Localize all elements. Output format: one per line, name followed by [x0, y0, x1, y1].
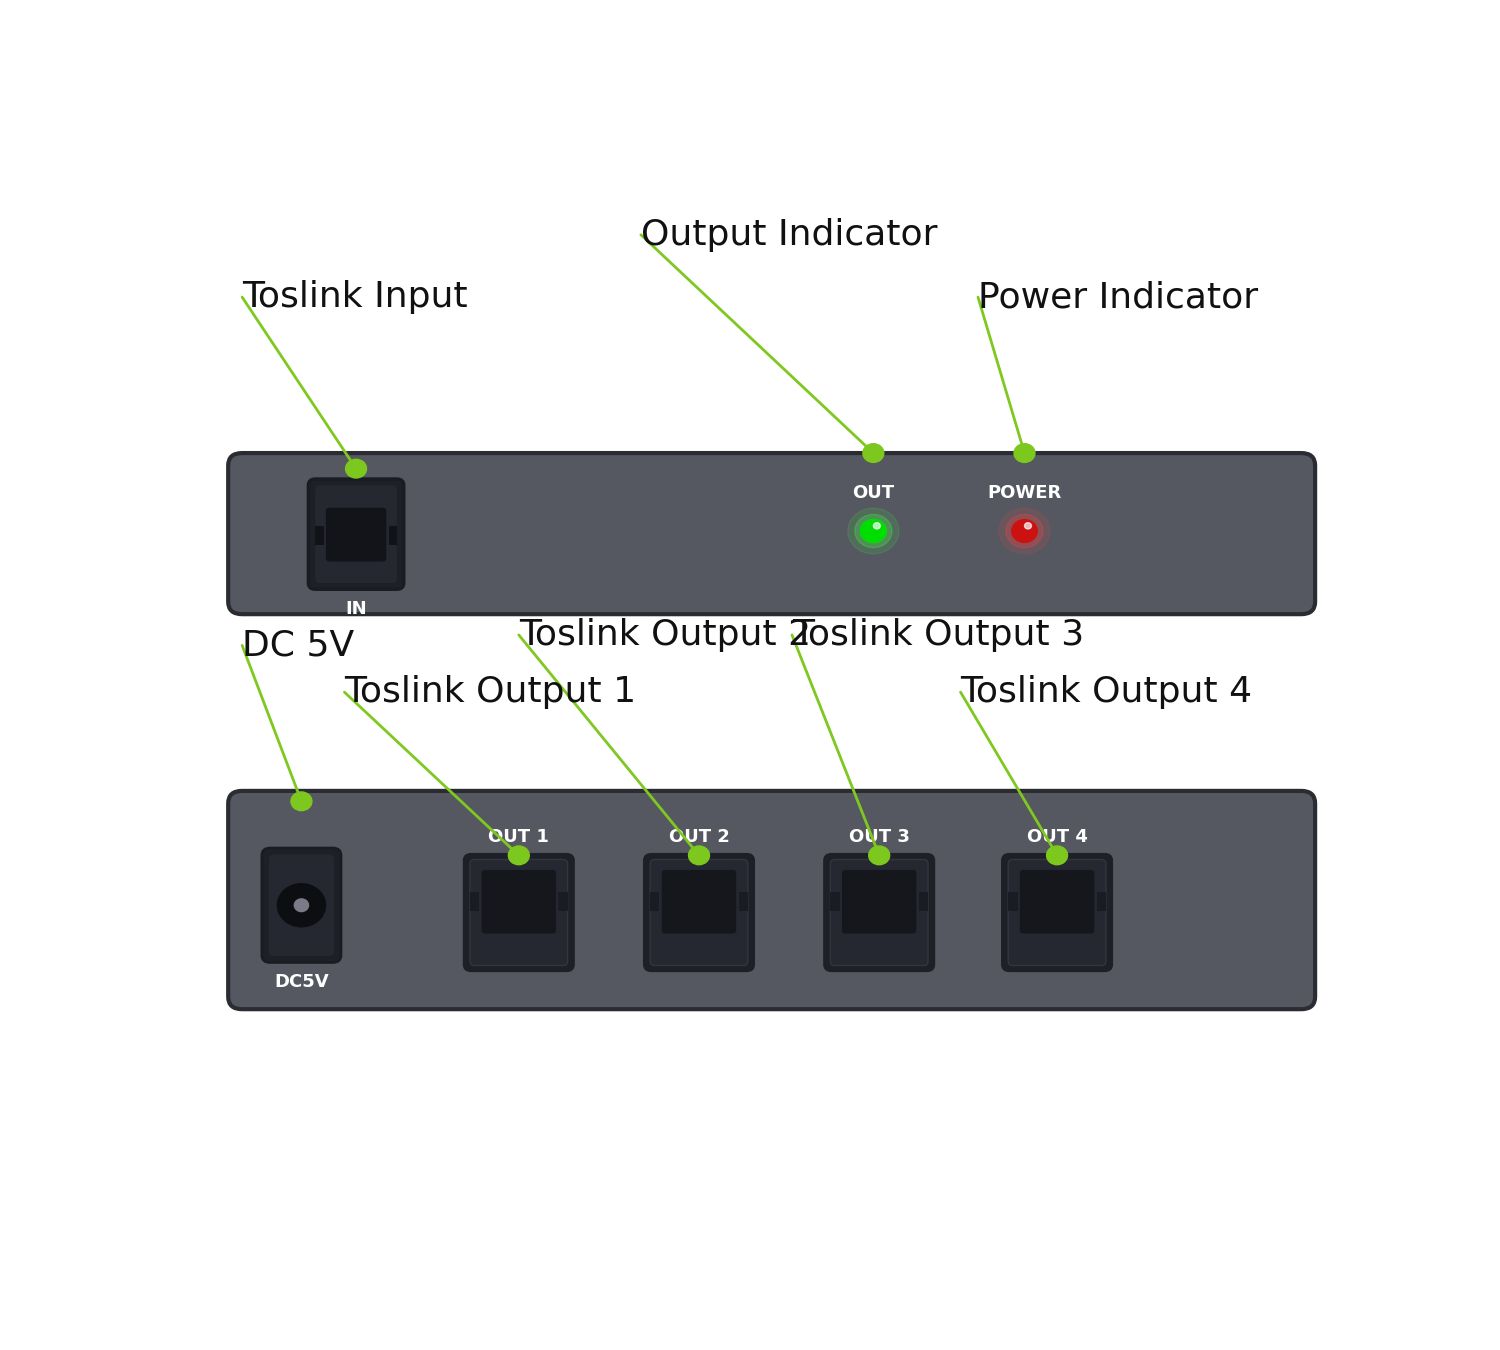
FancyBboxPatch shape [650, 860, 748, 965]
Bar [1096, 892, 1106, 911]
Circle shape [278, 884, 326, 926]
Text: Toslink Output 2: Toslink Output 2 [519, 618, 812, 652]
Bar [650, 892, 660, 911]
Circle shape [1011, 520, 1038, 543]
FancyBboxPatch shape [1020, 869, 1094, 933]
Text: Output Indicator: Output Indicator [640, 217, 938, 251]
Text: OUT: OUT [852, 483, 894, 502]
FancyBboxPatch shape [268, 855, 334, 956]
Circle shape [855, 514, 892, 548]
Text: Toslink Output 1: Toslink Output 1 [345, 675, 636, 709]
Circle shape [861, 520, 886, 543]
FancyBboxPatch shape [228, 454, 1316, 614]
FancyBboxPatch shape [228, 791, 1316, 1010]
Circle shape [847, 508, 898, 554]
Circle shape [345, 459, 366, 478]
FancyBboxPatch shape [645, 855, 753, 971]
FancyBboxPatch shape [825, 855, 934, 971]
Bar [315, 526, 324, 545]
Circle shape [873, 522, 880, 529]
Bar [918, 892, 928, 911]
FancyBboxPatch shape [482, 869, 556, 933]
Text: Toslink Output 3: Toslink Output 3 [792, 618, 1084, 652]
Circle shape [1024, 522, 1032, 529]
Text: Power Indicator: Power Indicator [978, 281, 1258, 315]
Circle shape [868, 846, 889, 865]
Text: IN: IN [345, 599, 368, 618]
FancyBboxPatch shape [315, 485, 396, 583]
FancyBboxPatch shape [1008, 860, 1106, 965]
Text: POWER: POWER [987, 483, 1062, 502]
Bar [831, 892, 840, 911]
Bar [558, 892, 567, 911]
Text: DC5V: DC5V [274, 973, 328, 991]
Circle shape [509, 846, 530, 865]
Text: OUT 4: OUT 4 [1026, 828, 1088, 846]
Circle shape [294, 899, 309, 911]
Text: Toslink Output 4: Toslink Output 4 [960, 675, 1252, 709]
Bar [388, 526, 396, 545]
FancyBboxPatch shape [262, 848, 340, 963]
Bar [738, 892, 748, 911]
FancyBboxPatch shape [326, 508, 387, 562]
Circle shape [861, 520, 886, 543]
Circle shape [1011, 520, 1038, 543]
Circle shape [999, 508, 1050, 554]
Text: DC 5V: DC 5V [242, 628, 354, 663]
Circle shape [862, 444, 883, 463]
Bar [1008, 892, 1017, 911]
FancyBboxPatch shape [831, 860, 928, 965]
Text: OUT 3: OUT 3 [849, 828, 909, 846]
FancyBboxPatch shape [464, 855, 573, 971]
Bar [470, 892, 480, 911]
FancyBboxPatch shape [1002, 855, 1112, 971]
Circle shape [1007, 514, 1042, 548]
FancyBboxPatch shape [662, 869, 736, 933]
Circle shape [1047, 846, 1068, 865]
FancyBboxPatch shape [842, 869, 916, 933]
Text: OUT 1: OUT 1 [489, 828, 549, 846]
Circle shape [1014, 444, 1035, 463]
Text: Toslink Input: Toslink Input [242, 281, 468, 315]
Circle shape [291, 792, 312, 810]
Circle shape [688, 846, 709, 865]
FancyBboxPatch shape [470, 860, 567, 965]
Text: OUT 2: OUT 2 [669, 828, 729, 846]
FancyBboxPatch shape [309, 479, 404, 589]
